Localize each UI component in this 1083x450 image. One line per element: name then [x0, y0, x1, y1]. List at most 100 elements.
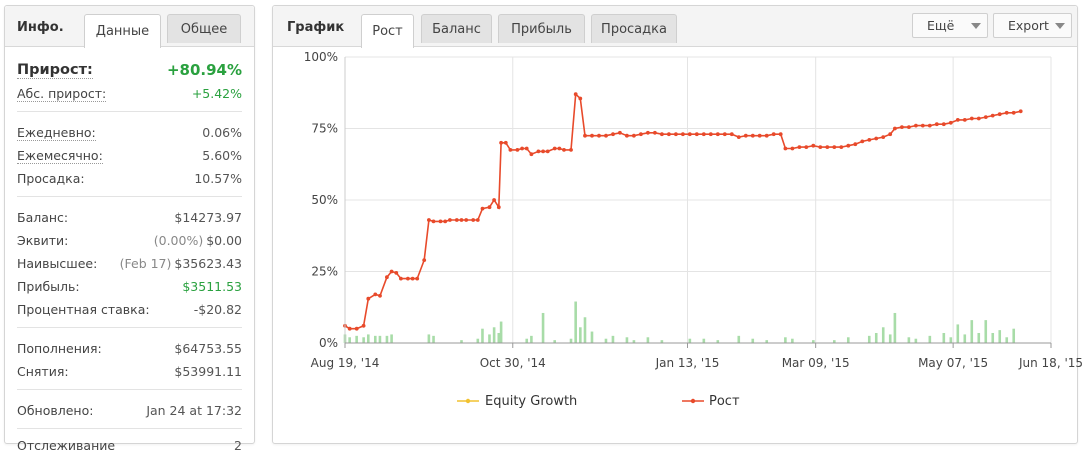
growth-point [646, 130, 650, 135]
x-tick-label: Oct 30, '14 [480, 356, 546, 370]
volume-bar [499, 321, 503, 343]
tab-data[interactable]: Данные [84, 14, 161, 48]
y-tick-label: 50% [311, 193, 338, 207]
growth-point [701, 132, 706, 137]
growth-point [783, 146, 788, 151]
growth-point [557, 146, 562, 151]
volume-bar [373, 335, 377, 343]
growth-point [853, 142, 858, 147]
tracking-group: Отслеживание 2 [17, 429, 242, 450]
growth-point [590, 133, 594, 138]
volume-bar [390, 334, 393, 343]
drawdown-label: Просадка: [17, 171, 85, 186]
info-title: Инфо. [17, 20, 64, 35]
growth-point [907, 125, 911, 129]
growth-point [804, 145, 809, 150]
growth-point [406, 276, 410, 281]
volume-bar [355, 335, 358, 343]
growth-point [1018, 109, 1023, 114]
tab-profit[interactable]: Прибыль [498, 14, 585, 43]
drawdown-row: Просадка: 10.57% [17, 167, 242, 190]
volume-bar [812, 340, 815, 343]
volume-bar [881, 327, 885, 343]
growth-point [708, 132, 713, 137]
volume-bar [625, 337, 629, 343]
gain-group: Прирост: +80.94% Абс. прирост: +5.42% [17, 47, 242, 112]
volume-bar [751, 338, 755, 343]
growth-point [927, 123, 932, 128]
volume-bar [632, 340, 636, 343]
gain-label[interactable]: Прирост: [17, 61, 93, 79]
highest-value: $35623.43 [174, 256, 242, 271]
chart-title: График [287, 20, 345, 35]
updated-value: Jan 24 at 17:32 [146, 403, 242, 418]
interest-label: Процентная ставка: [17, 302, 150, 317]
volume-bar [432, 335, 435, 343]
growth-point [990, 113, 995, 118]
volume-bar [893, 312, 897, 343]
growth-point [499, 140, 503, 145]
tab-balance[interactable]: Баланс [421, 14, 492, 43]
volume-bar [488, 334, 491, 343]
volume-bar [385, 335, 389, 343]
growth-point [941, 122, 946, 127]
volume-bar [867, 335, 871, 343]
volume-bar [427, 334, 431, 343]
growth-point [492, 198, 496, 202]
growth-point [569, 148, 573, 152]
highest-value-wrap: (Feb 17) $35623.43 [120, 252, 242, 275]
daily-label[interactable]: Ежедневно: [17, 124, 96, 141]
volume-bar [688, 338, 692, 343]
volume-bar [362, 337, 365, 343]
abs-gain-value: +5.42% [191, 86, 242, 101]
growth-point [541, 149, 545, 154]
volume-bar [791, 338, 794, 343]
balance-label: Баланс: [17, 210, 69, 225]
more-dropdown[interactable]: Ещё [912, 13, 988, 38]
growth-point [454, 218, 459, 222]
volume-bar [874, 332, 878, 343]
highest-row: Наивысшее: (Feb 17) $35623.43 [17, 252, 242, 275]
volume-bar [956, 324, 960, 343]
equity-label: Эквити: [17, 233, 69, 248]
growth-point [660, 132, 664, 137]
growth-point [674, 132, 678, 137]
export-dropdown[interactable]: Export [993, 13, 1072, 38]
more-label: Ещё [927, 18, 955, 33]
volume-bar [476, 338, 480, 343]
chevron-down-icon [971, 23, 981, 29]
legend-equity-label[interactable]: Equity Growth [485, 394, 577, 409]
tab-growth[interactable]: Рост [361, 14, 414, 48]
growth-point [997, 112, 1002, 117]
withdrawals-row: Снятия: $53991.11 [17, 360, 242, 383]
volume-bar [888, 334, 892, 343]
balance-row: Баланс: $14273.97 [17, 206, 242, 229]
deposits-label: Пополнения: [17, 341, 102, 356]
rates-group: Ежедневно: 0.06% Ежемесячно: 5.60% Проса… [17, 112, 242, 197]
growth-point [431, 219, 436, 224]
growth-point [415, 276, 420, 281]
volume-bar [716, 340, 720, 343]
gain-value: +80.94% [166, 61, 242, 79]
growth-point [573, 92, 578, 97]
deposits-value: $64753.55 [174, 341, 242, 356]
volume-bar [984, 320, 988, 343]
growth-point [757, 133, 762, 138]
growth-point [729, 132, 734, 137]
volume-bar [574, 301, 577, 343]
legend-growth-label[interactable]: Рост [709, 394, 740, 409]
y-tick-label: 25% [311, 265, 338, 279]
tab-general[interactable]: Общее [167, 14, 241, 43]
growth-point [1004, 110, 1009, 115]
withdrawals-value: $53991.11 [174, 364, 242, 379]
updated-label: Обновлено: [17, 403, 94, 418]
growth-point [778, 132, 783, 137]
growth-point [480, 206, 485, 211]
drawdown-value: 10.57% [194, 171, 242, 186]
volume-bar [604, 338, 608, 343]
chart-legend[interactable]: Equity Growth Рост [457, 394, 740, 409]
abs-gain-label[interactable]: Абс. прирост: [17, 85, 107, 102]
tab-drawdown[interactable]: Просадка [591, 14, 677, 43]
monthly-label[interactable]: Ежемесячно: [17, 147, 103, 164]
